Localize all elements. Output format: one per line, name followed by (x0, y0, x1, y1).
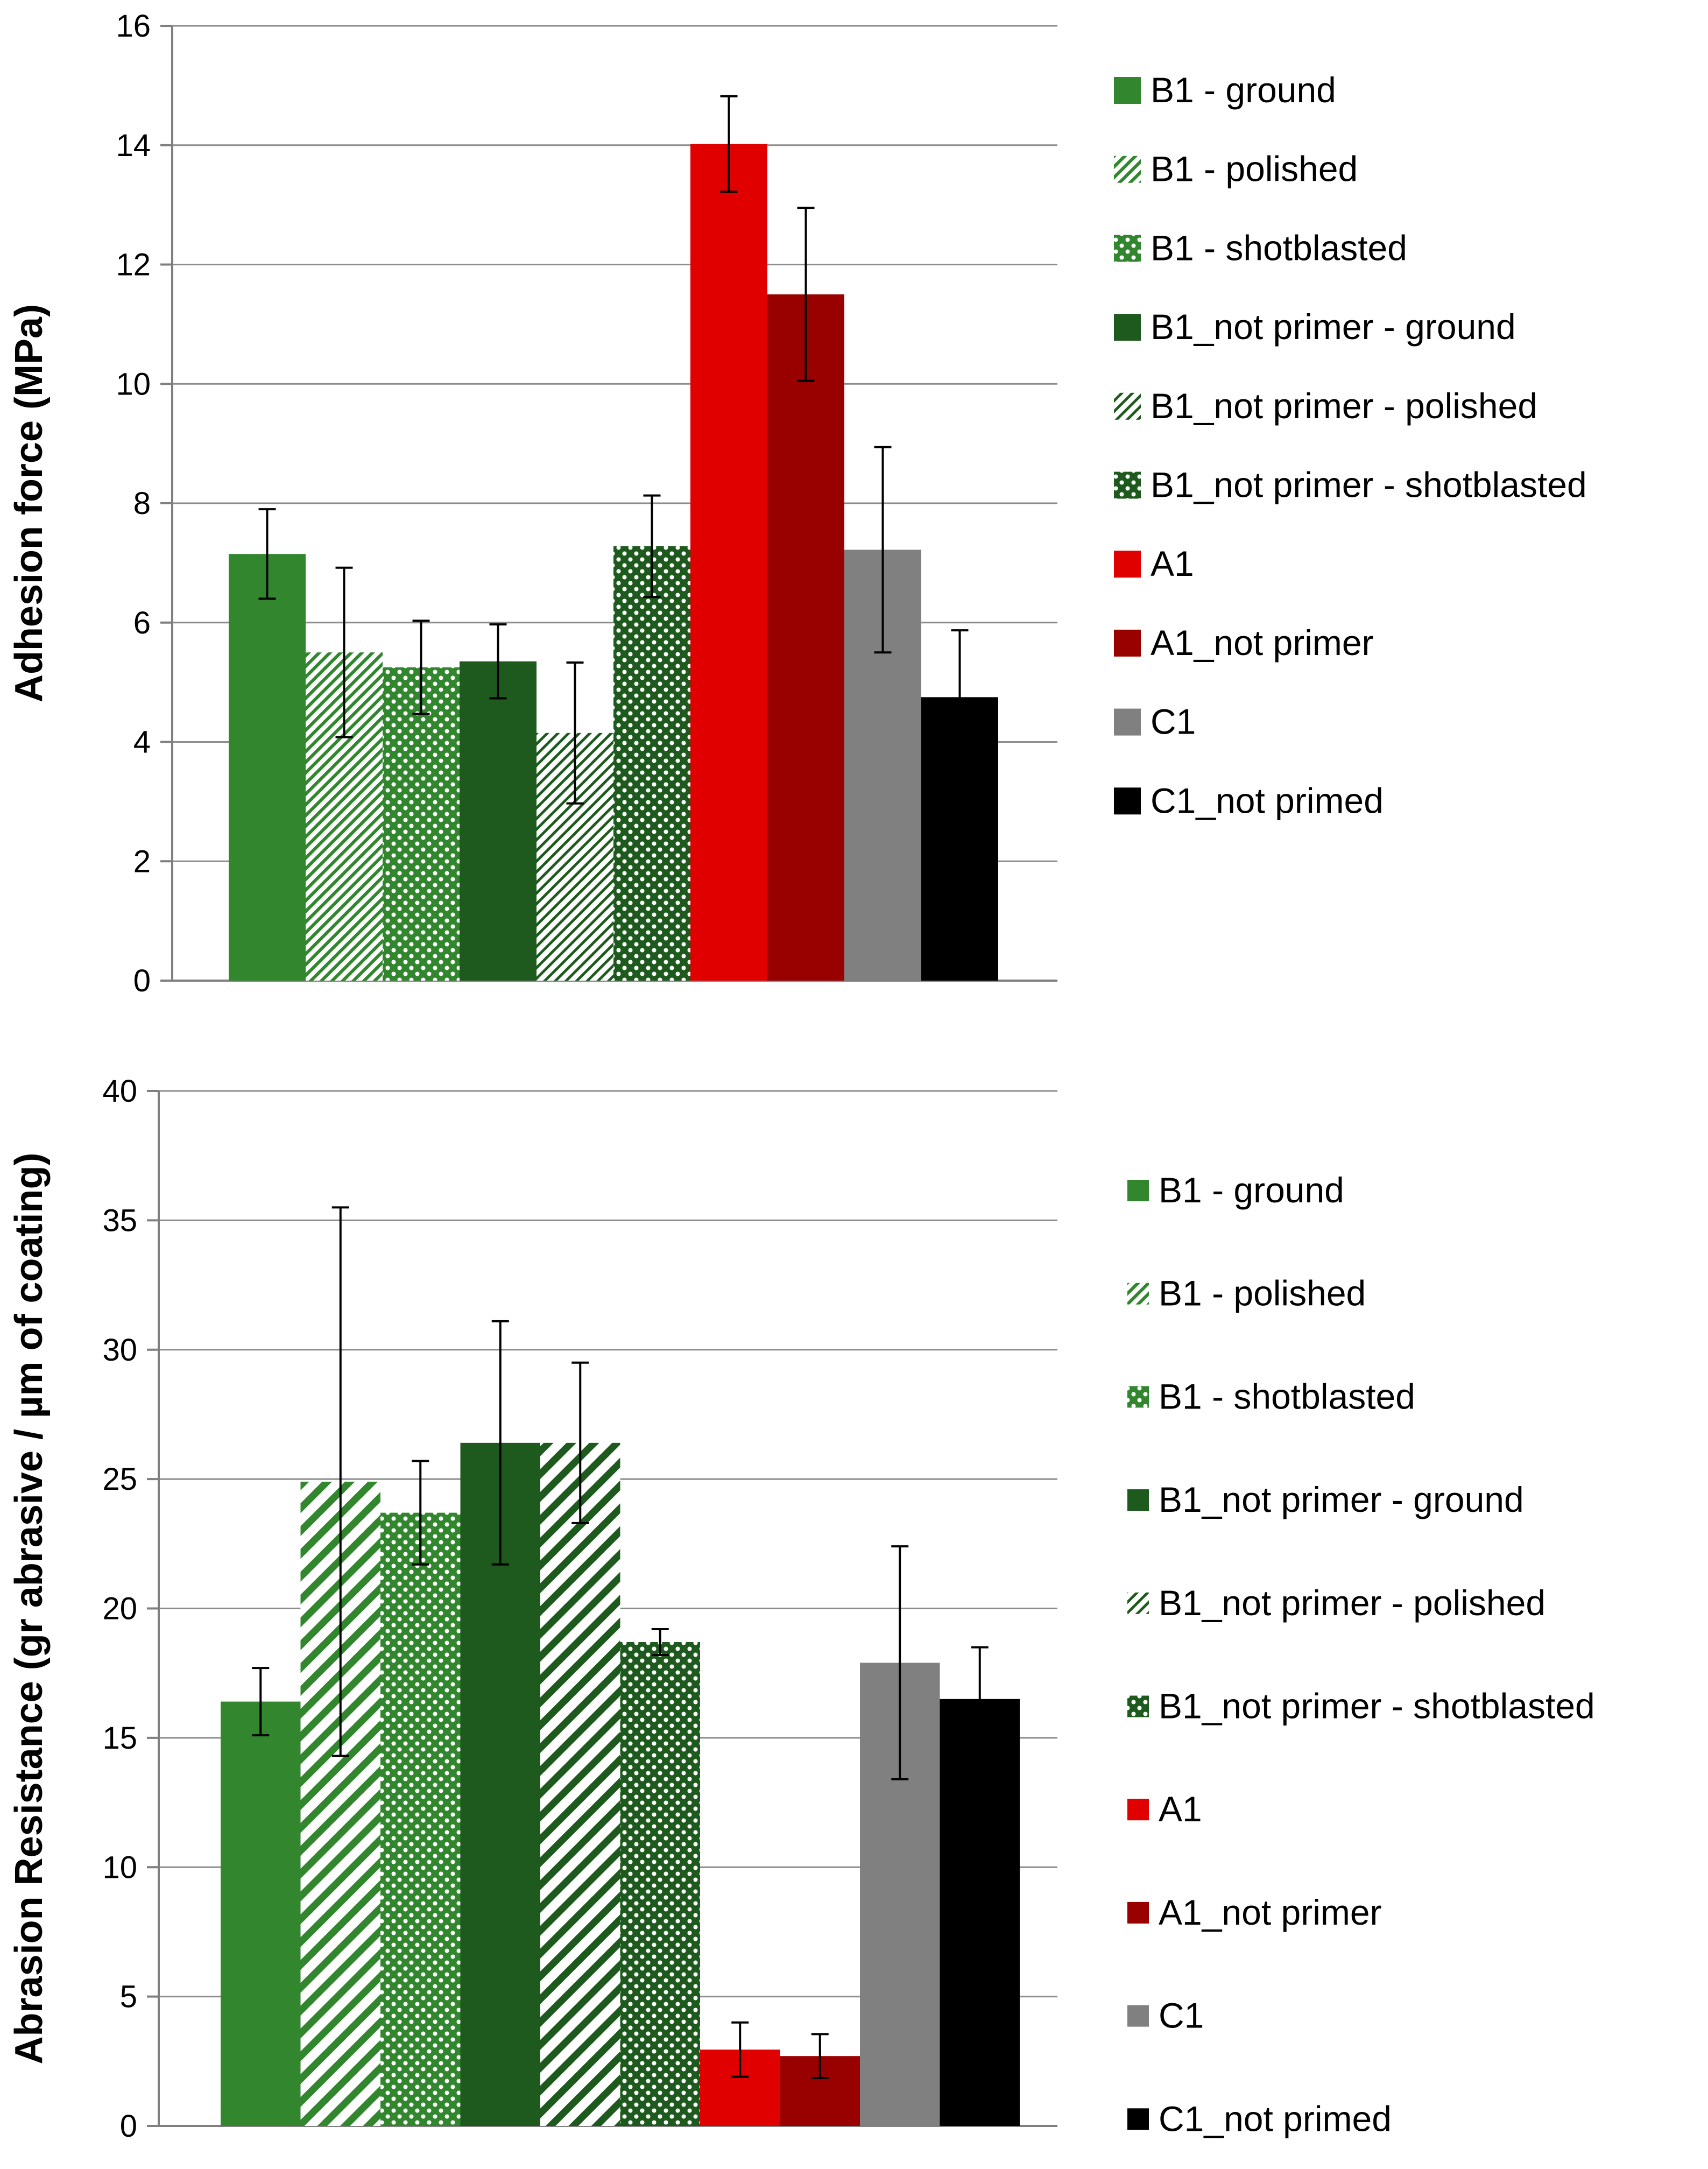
legend-label: B1 - shotblasted (1151, 228, 1407, 267)
legend-label: A1 (1151, 544, 1194, 583)
y-tick-label: 0 (133, 963, 151, 998)
y-tick-label: 0 (120, 2109, 137, 2144)
legend-swatch (1127, 1695, 1149, 1717)
legend-label: B1_not primer - ground (1151, 307, 1516, 347)
legend-swatch (1127, 1489, 1149, 1511)
legend-swatch (1127, 1180, 1149, 1201)
y-axis-label: Abrasion Resistance (gr abrasive / µm of… (8, 1153, 51, 2065)
bar (690, 144, 767, 981)
y-tick-label: 8 (133, 486, 151, 521)
bar (540, 1442, 620, 2126)
y-tick-label: 14 (116, 128, 151, 163)
legend-label: B1 - shotblasted (1159, 1376, 1415, 1416)
legend-label: A1 (1159, 1789, 1202, 1829)
legend-swatch (1114, 629, 1141, 657)
legend-label: B1_not primer - shotblasted (1159, 1686, 1595, 1726)
bar (940, 1699, 1020, 2126)
legend-swatch (1114, 392, 1141, 420)
legend-label: B1_not primer - polished (1151, 386, 1537, 426)
y-tick-label: 35 (102, 1203, 137, 1238)
bar (620, 1642, 700, 2126)
legend-swatch (1114, 235, 1141, 262)
legend-swatch (1127, 2005, 1149, 2027)
y-tick-label: 4 (133, 725, 151, 760)
legend-swatch (1127, 1283, 1149, 1305)
legend-label: B1 - polished (1151, 149, 1358, 189)
bar (460, 661, 537, 981)
legend-label: C1_not primed (1151, 780, 1384, 820)
y-tick-label: 15 (102, 1721, 137, 1756)
legend-swatch (1114, 787, 1141, 815)
y-tick-label: 20 (102, 1591, 137, 1626)
legend-swatch (1114, 551, 1141, 578)
y-tick-label: 16 (116, 9, 151, 44)
y-tick-label: 40 (102, 1074, 137, 1109)
bar (229, 554, 306, 981)
legend-swatch (1127, 1386, 1149, 1408)
legend-label: C1 (1151, 702, 1196, 742)
y-tick-label: 6 (133, 605, 151, 640)
adhesion-chart: 0 2 4 6 8 10 12 14 16 Adhesion force (MPa) B1 - gr… (8, 9, 1587, 998)
legend-swatch (1114, 471, 1141, 499)
y-tick-label: 10 (116, 367, 151, 402)
y-tick-label: 30 (102, 1333, 137, 1368)
legend-swatch (1127, 2108, 1149, 2130)
bar (383, 667, 460, 981)
bar (221, 1701, 301, 2126)
bar (767, 294, 844, 981)
y-tick-label: 2 (133, 844, 151, 879)
y-axis-label: Adhesion force (MPa) (8, 304, 51, 702)
bar (613, 546, 690, 981)
abrasion-chart: 0 5 10 15 20 25 30 35 40 Abrasion Resistance (gr … (8, 1074, 1595, 2144)
legend-swatch (1127, 1799, 1149, 1821)
legend-swatch (1127, 1902, 1149, 1924)
legend-label: C1 (1159, 1996, 1204, 2036)
y-tick-label: 25 (102, 1462, 137, 1497)
legend-label: B1 - ground (1151, 70, 1336, 110)
legend-label: B1_not primer - shotblasted (1151, 465, 1587, 505)
bar (380, 1512, 461, 2126)
legend-swatch (1114, 77, 1141, 104)
legend-swatch (1114, 708, 1141, 736)
legend-label: B1_not primer - ground (1159, 1480, 1524, 1519)
legend-label: B1 - polished (1159, 1273, 1366, 1313)
legend-swatch (1114, 156, 1141, 183)
legend-label: A1_not primer (1159, 1892, 1382, 1932)
legend-label: A1_not primer (1151, 623, 1374, 663)
legend-label: B1 - ground (1159, 1170, 1344, 1210)
y-tick-label: 5 (120, 1980, 137, 2015)
y-tick-label: 10 (102, 1850, 137, 1885)
legend-swatch (1127, 1592, 1149, 1614)
legend-swatch (1114, 314, 1141, 341)
y-tick-label: 12 (116, 248, 151, 283)
legend-label: B1_not primer - polished (1159, 1583, 1545, 1623)
legend-label: C1_not primed (1159, 2098, 1392, 2138)
